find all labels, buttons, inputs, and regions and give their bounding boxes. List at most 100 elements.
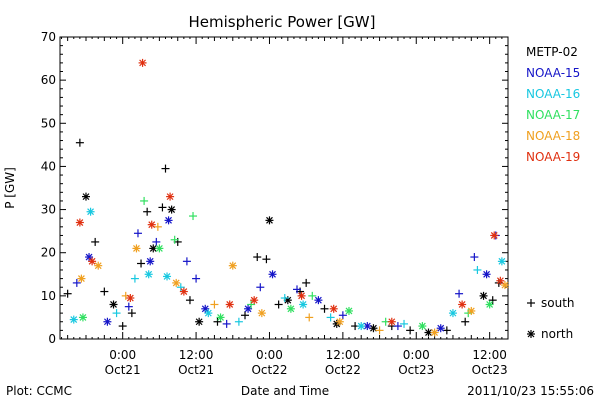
data-point-noaa-19 (138, 58, 147, 67)
data-point-metp-02 (195, 317, 204, 326)
plot-frame (59, 36, 509, 340)
legend: METP-02 NOAA-15 NOAA-16 NOAA-17 NOAA-18 NOAA-… (526, 45, 580, 164)
data-point-metp-02 (100, 287, 109, 296)
data-point-noaa-15 (470, 253, 479, 262)
data-point-metp-02 (320, 304, 329, 313)
data-point-metp-02 (75, 138, 84, 147)
data-point-noaa-15 (268, 270, 277, 279)
data-point-noaa-15 (314, 296, 323, 305)
x-tick-label: 0:00 (256, 348, 283, 362)
data-point-metp-02 (461, 317, 470, 326)
data-point-noaa-15 (256, 283, 265, 292)
data-point-noaa-15 (182, 257, 191, 266)
data-point-noaa-17 (170, 235, 179, 244)
x-tick-label: 12:00 (179, 348, 214, 362)
data-point-noaa-17 (286, 304, 295, 313)
data-point-noaa-16 (326, 313, 335, 322)
data-point-noaa-19 (490, 231, 499, 240)
x-tick-date: Oct21 (178, 363, 214, 377)
data-point-noaa-15 (244, 304, 253, 313)
data-point-noaa-16 (112, 309, 121, 318)
data-point-noaa-18 (228, 261, 237, 270)
timestamp: 2011/10/23 15:55:06 (467, 384, 594, 398)
data-point-noaa-18 (94, 261, 103, 270)
data-point-metp-02 (137, 259, 146, 268)
data-point-noaa-15 (133, 229, 142, 238)
data-point-metp-02 (161, 164, 170, 173)
legend-entry: NOAA-17 (526, 108, 580, 122)
data-point-noaa-16 (86, 207, 95, 216)
data-point-noaa-17 (418, 322, 427, 331)
data-point-metp-02 (424, 328, 433, 337)
data-point-noaa-16 (448, 309, 457, 318)
data-point-noaa-18 (335, 317, 344, 326)
data-point-metp-02 (109, 300, 118, 309)
data-point-metp-02 (63, 289, 72, 298)
data-point-noaa-15 (436, 324, 445, 333)
y-tick-label: 60 (41, 73, 56, 87)
data-point-metp-02 (406, 326, 415, 335)
data-point-noaa-16 (473, 265, 482, 274)
data-point-noaa-15 (482, 270, 491, 279)
x-tick-date: Oct21 (105, 363, 141, 377)
data-point-noaa-16 (497, 257, 506, 266)
data-point-noaa-15 (103, 317, 112, 326)
data-point-noaa-19 (88, 257, 97, 266)
data-point-metp-02 (185, 296, 194, 305)
y-tick-label: 10 (41, 289, 56, 303)
x-tick-date: Oct23 (398, 363, 434, 377)
data-point-noaa-15 (124, 302, 133, 311)
y-tick-label: 70 (41, 30, 56, 44)
chart-title: Hemispheric Power [GW] (189, 13, 376, 31)
data-point-noaa-18 (132, 244, 141, 253)
data-point-metp-02 (143, 207, 152, 216)
data-point-noaa-17 (485, 300, 494, 309)
data-point-noaa-19 (75, 218, 84, 227)
data-point-metp-02 (213, 317, 222, 326)
data-point-noaa-16 (176, 283, 185, 292)
data-point-noaa-17 (78, 313, 87, 322)
data-point-noaa-19 (126, 294, 135, 303)
data-point-metp-02 (262, 255, 271, 264)
x-tick-label: 0:00 (403, 348, 430, 362)
data-point-noaa-15 (164, 216, 173, 225)
data-point-noaa-15 (85, 253, 94, 262)
data-point-noaa-16 (163, 272, 172, 281)
data-point-noaa-19 (225, 300, 234, 309)
data-point-metp-02 (479, 291, 488, 300)
data-point-metp-02 (167, 205, 176, 214)
x-tick-date: Oct22 (325, 363, 361, 377)
data-point-noaa-16 (280, 294, 289, 303)
data-point-noaa-18 (210, 300, 219, 309)
data-point-noaa-18 (375, 326, 384, 335)
data-point-noaa-15 (292, 285, 301, 294)
legend-entry: NOAA-18 (526, 129, 580, 143)
data-point-noaa-16 (400, 319, 409, 328)
data-point-noaa-17 (216, 313, 225, 322)
marker-legend-label: south (541, 296, 575, 310)
marker-legend-symbol (527, 299, 535, 307)
data-point-noaa-18 (77, 274, 86, 283)
data-point-metp-02 (81, 192, 90, 201)
data-point-noaa-16 (357, 322, 366, 331)
x-tick-label: 12:00 (472, 348, 507, 362)
marker-legend-label: north (541, 327, 573, 341)
data-point-noaa-15 (201, 304, 210, 313)
data-point-noaa-19 (250, 296, 259, 305)
data-point-noaa-16 (144, 270, 153, 279)
data-point-noaa-17 (189, 212, 198, 221)
data-point-noaa-18 (153, 222, 162, 231)
x-tick-label: 0:00 (109, 348, 136, 362)
data-point-noaa-17 (308, 291, 317, 300)
data-point-metp-02 (127, 309, 136, 318)
data-point-noaa-17 (344, 306, 353, 315)
data-point-noaa-18 (257, 309, 266, 318)
data-point-metp-02 (241, 311, 250, 320)
plot-credit: Plot: CCMC (6, 384, 72, 398)
data-point-metp-02 (118, 322, 127, 331)
data-point-metp-02 (369, 324, 378, 333)
data-points (63, 58, 509, 337)
x-tick-date: Oct22 (251, 363, 287, 377)
data-point-metp-02 (265, 216, 274, 225)
